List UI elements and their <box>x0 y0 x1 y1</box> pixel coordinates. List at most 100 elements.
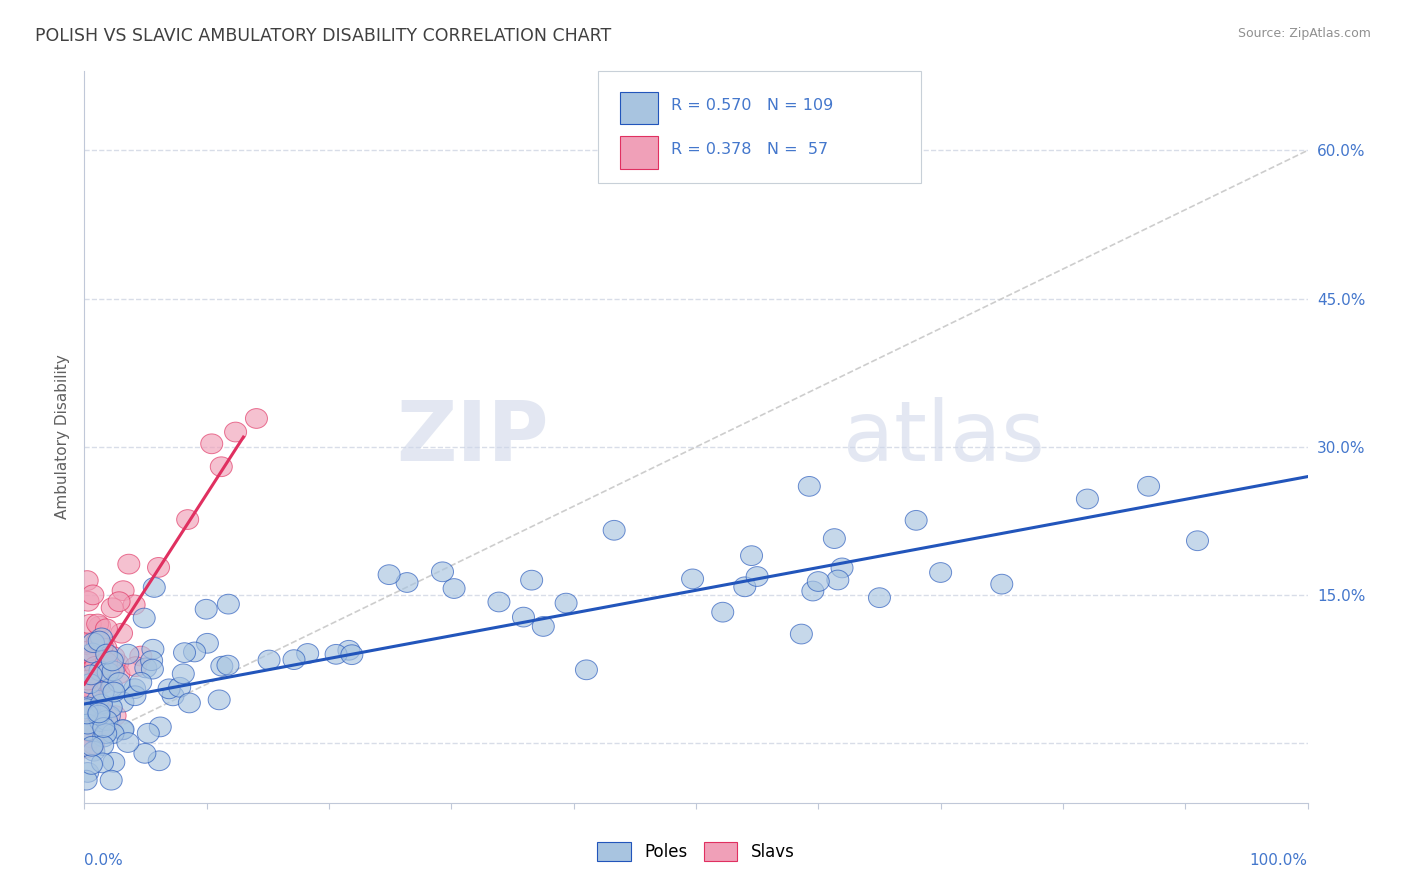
Ellipse shape <box>197 633 218 653</box>
Ellipse shape <box>75 634 97 655</box>
Ellipse shape <box>905 510 927 530</box>
Ellipse shape <box>141 651 163 671</box>
Ellipse shape <box>108 664 129 684</box>
Ellipse shape <box>83 716 104 736</box>
Ellipse shape <box>103 723 124 743</box>
Ellipse shape <box>76 704 98 723</box>
Ellipse shape <box>77 641 100 661</box>
Ellipse shape <box>991 574 1012 594</box>
Ellipse shape <box>169 677 191 698</box>
Ellipse shape <box>111 720 134 739</box>
Ellipse shape <box>142 640 165 659</box>
Ellipse shape <box>801 582 824 601</box>
Ellipse shape <box>100 771 122 790</box>
Ellipse shape <box>138 723 159 743</box>
Ellipse shape <box>91 753 114 772</box>
Y-axis label: Ambulatory Disability: Ambulatory Disability <box>55 355 70 519</box>
Ellipse shape <box>682 569 703 589</box>
Ellipse shape <box>90 712 111 731</box>
Ellipse shape <box>1077 489 1098 508</box>
Ellipse shape <box>101 651 124 671</box>
Ellipse shape <box>94 723 117 743</box>
Ellipse shape <box>741 546 762 566</box>
Ellipse shape <box>79 673 101 694</box>
Ellipse shape <box>157 679 180 698</box>
Ellipse shape <box>807 572 830 591</box>
Ellipse shape <box>75 771 97 790</box>
Ellipse shape <box>520 570 543 590</box>
Ellipse shape <box>96 644 118 664</box>
Ellipse shape <box>112 581 134 600</box>
Ellipse shape <box>148 558 170 577</box>
Ellipse shape <box>142 659 163 679</box>
Ellipse shape <box>80 665 103 685</box>
Ellipse shape <box>488 592 510 612</box>
Ellipse shape <box>208 690 231 710</box>
Ellipse shape <box>91 702 112 722</box>
Ellipse shape <box>117 732 139 752</box>
Ellipse shape <box>82 728 103 748</box>
Ellipse shape <box>93 727 115 747</box>
Ellipse shape <box>443 579 465 599</box>
Ellipse shape <box>100 698 122 717</box>
Ellipse shape <box>80 755 103 774</box>
Ellipse shape <box>82 660 104 680</box>
Ellipse shape <box>124 686 146 706</box>
Ellipse shape <box>827 570 849 590</box>
Ellipse shape <box>84 657 107 676</box>
Ellipse shape <box>1137 476 1160 496</box>
Ellipse shape <box>75 683 97 703</box>
Ellipse shape <box>184 642 205 662</box>
Ellipse shape <box>103 752 125 772</box>
Ellipse shape <box>86 702 108 722</box>
Ellipse shape <box>87 690 108 710</box>
Ellipse shape <box>82 737 103 756</box>
Ellipse shape <box>97 663 120 682</box>
Ellipse shape <box>118 554 139 574</box>
Ellipse shape <box>134 743 156 764</box>
Ellipse shape <box>75 739 97 758</box>
Ellipse shape <box>84 701 105 721</box>
Ellipse shape <box>195 599 217 619</box>
Ellipse shape <box>129 673 152 692</box>
Ellipse shape <box>143 577 166 598</box>
Ellipse shape <box>259 650 280 670</box>
Ellipse shape <box>84 640 107 659</box>
Ellipse shape <box>91 673 114 694</box>
Ellipse shape <box>711 602 734 622</box>
Ellipse shape <box>108 591 131 612</box>
Ellipse shape <box>283 649 305 670</box>
Ellipse shape <box>89 661 111 681</box>
Text: atlas: atlas <box>842 397 1045 477</box>
Ellipse shape <box>297 644 319 664</box>
Ellipse shape <box>179 693 201 713</box>
Ellipse shape <box>112 720 134 739</box>
Ellipse shape <box>107 654 128 673</box>
Ellipse shape <box>96 652 118 672</box>
Ellipse shape <box>79 677 101 697</box>
Ellipse shape <box>93 717 115 738</box>
Ellipse shape <box>82 585 104 605</box>
Text: POLISH VS SLAVIC AMBULATORY DISABILITY CORRELATION CHART: POLISH VS SLAVIC AMBULATORY DISABILITY C… <box>35 27 612 45</box>
Ellipse shape <box>211 457 232 476</box>
Ellipse shape <box>96 711 118 731</box>
Ellipse shape <box>396 573 418 592</box>
Ellipse shape <box>173 643 195 663</box>
Ellipse shape <box>148 751 170 771</box>
Ellipse shape <box>512 607 534 627</box>
Ellipse shape <box>108 673 129 692</box>
Text: 100.0%: 100.0% <box>1250 853 1308 868</box>
Ellipse shape <box>104 706 127 725</box>
Ellipse shape <box>340 645 363 665</box>
Ellipse shape <box>929 563 952 582</box>
Ellipse shape <box>432 562 454 582</box>
Ellipse shape <box>80 722 103 741</box>
Ellipse shape <box>79 681 101 702</box>
Ellipse shape <box>790 624 813 644</box>
Ellipse shape <box>129 646 152 666</box>
Ellipse shape <box>117 644 139 664</box>
Text: R = 0.378   N =  57: R = 0.378 N = 57 <box>671 143 828 157</box>
Ellipse shape <box>555 593 576 613</box>
Ellipse shape <box>747 566 768 586</box>
Ellipse shape <box>98 706 121 725</box>
